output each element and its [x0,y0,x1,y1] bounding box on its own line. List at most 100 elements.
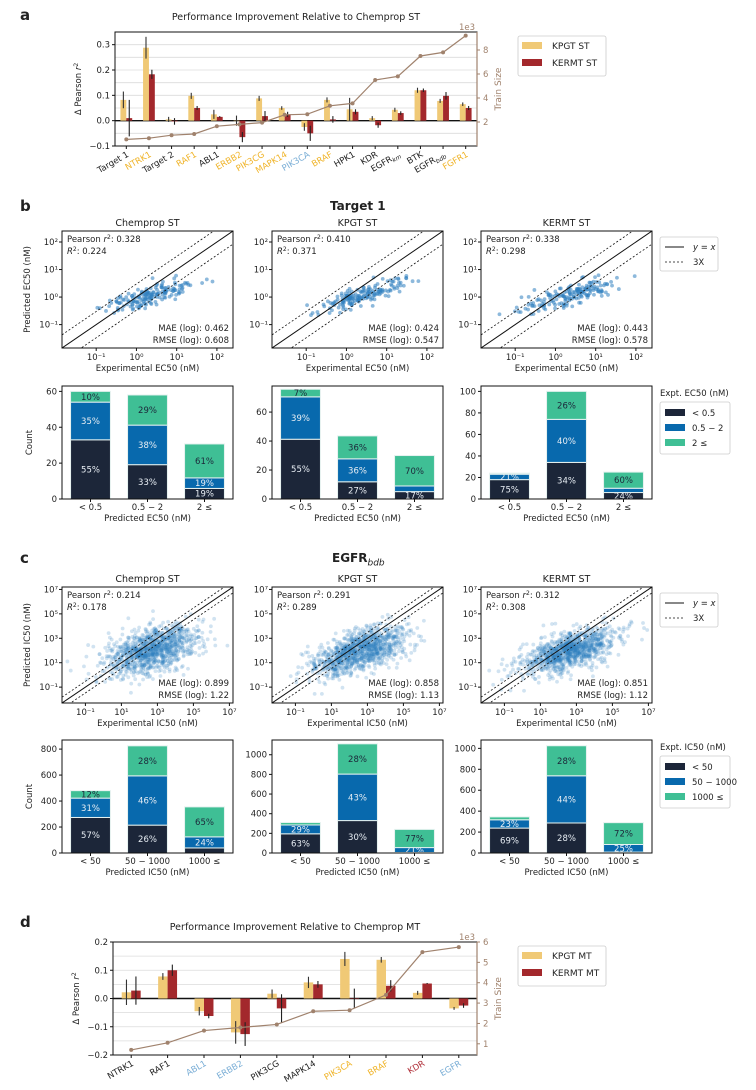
scatter-point [147,675,152,679]
scatter-point [150,652,155,656]
scatter-point [138,658,143,663]
scatter-point [148,656,153,661]
scatter-point [344,666,349,670]
x-tick-label-braf: BRAF [366,1059,390,1079]
legend-label-3x: 3X [693,258,704,268]
scatter-point [143,641,148,646]
scatter-point [373,641,378,646]
y2-tick-label: 4 [483,94,488,104]
scatter-point [138,638,143,643]
scatter-point [186,666,190,671]
scatter-point [135,661,140,666]
scatter-point [148,647,153,652]
scatter-point [304,661,309,666]
scatter-point [332,653,336,658]
scatter-point [319,691,324,696]
scatter-point [148,633,153,637]
scatter-point [344,646,349,651]
scatter-point [338,642,343,646]
scatter-point [95,663,100,668]
scatter-point [108,661,113,666]
scatter-point [309,660,314,665]
scatter-point [299,652,304,656]
scatter-point [148,665,153,670]
scatter-point [153,626,157,631]
scatter-point [151,654,155,659]
mae-stat: MAE (log): 0.851 [577,679,648,689]
scatter-point [144,640,149,645]
scatter-point [372,646,377,651]
scatter-point [408,642,413,647]
scatter-point [143,660,148,665]
scatter-point [329,657,334,662]
scatter-point [546,642,551,647]
y-tick-label: 200 [41,823,57,833]
scatter-point [168,639,173,643]
scatter-point [138,663,142,668]
scatter-point [164,645,169,650]
scatter-point [367,652,372,657]
scatter-point [372,663,377,668]
scatter-point [369,653,374,658]
scatter-point [144,302,148,307]
bar-kpgt-st-1 [143,47,149,121]
scatter-point [157,639,162,644]
segment-label: 29% [138,406,157,416]
scatter-point [196,635,201,640]
scatter-point [362,288,367,293]
scatter-point [169,643,174,648]
scatter-point [315,310,320,314]
scatter-point [374,647,379,652]
scatter-point [137,636,142,641]
scatter-point [118,669,123,674]
scatter-point [174,273,178,278]
scatter-point [178,632,183,637]
scatter-point [167,644,172,649]
scatter-point [376,625,380,630]
scatter-point [126,291,131,296]
scatter-point [394,665,399,670]
mae-stat: MAE (log): 0.462 [158,324,229,334]
train-size-point-13 [418,54,423,58]
scatter-point [397,649,401,654]
scatter-point [129,667,134,672]
scatter-point [339,668,344,673]
scatter-point [317,663,322,668]
scatter-point [120,663,125,668]
scatter-point [553,289,558,294]
scatter-point [120,626,125,631]
scatter-point [136,287,140,292]
scatter-point [168,629,173,634]
stacked-panel-0: 55%35%10%< 0.533%38%29%0.5 − 219%19%61%2… [25,385,234,524]
scatter-point [130,634,135,639]
lower-3x-line [80,243,233,348]
scatter-point [172,631,177,636]
scatter-point [128,642,133,647]
scatter-point [151,660,156,665]
scatter-point [144,657,149,662]
scatter-point [168,659,172,664]
scatter-point [170,649,175,654]
scatter-point [336,653,340,658]
scatter-point [542,652,547,657]
scatter-point [107,641,111,646]
scatter-point [310,653,315,658]
scatter-point [165,659,170,663]
scatter-point [401,283,406,288]
y-tick-label: 10⁵ [44,610,58,620]
scatter-point [145,666,150,670]
scatter-point [143,648,148,652]
scatter-point [152,641,157,646]
y-tick-label: 400 [460,807,476,817]
scatter-point [369,652,374,657]
x-tick-label: 1000 ≤ [608,857,639,867]
scatter-point [110,677,115,681]
scatter-point [141,661,145,666]
scatter-point [375,638,380,643]
scatter-point [508,670,513,675]
scatter-point [190,634,195,639]
scatter-point [170,648,174,653]
scatter-point [161,640,166,645]
bar-kpgt-mt-9 [449,998,459,1009]
scatter-point [125,643,129,648]
